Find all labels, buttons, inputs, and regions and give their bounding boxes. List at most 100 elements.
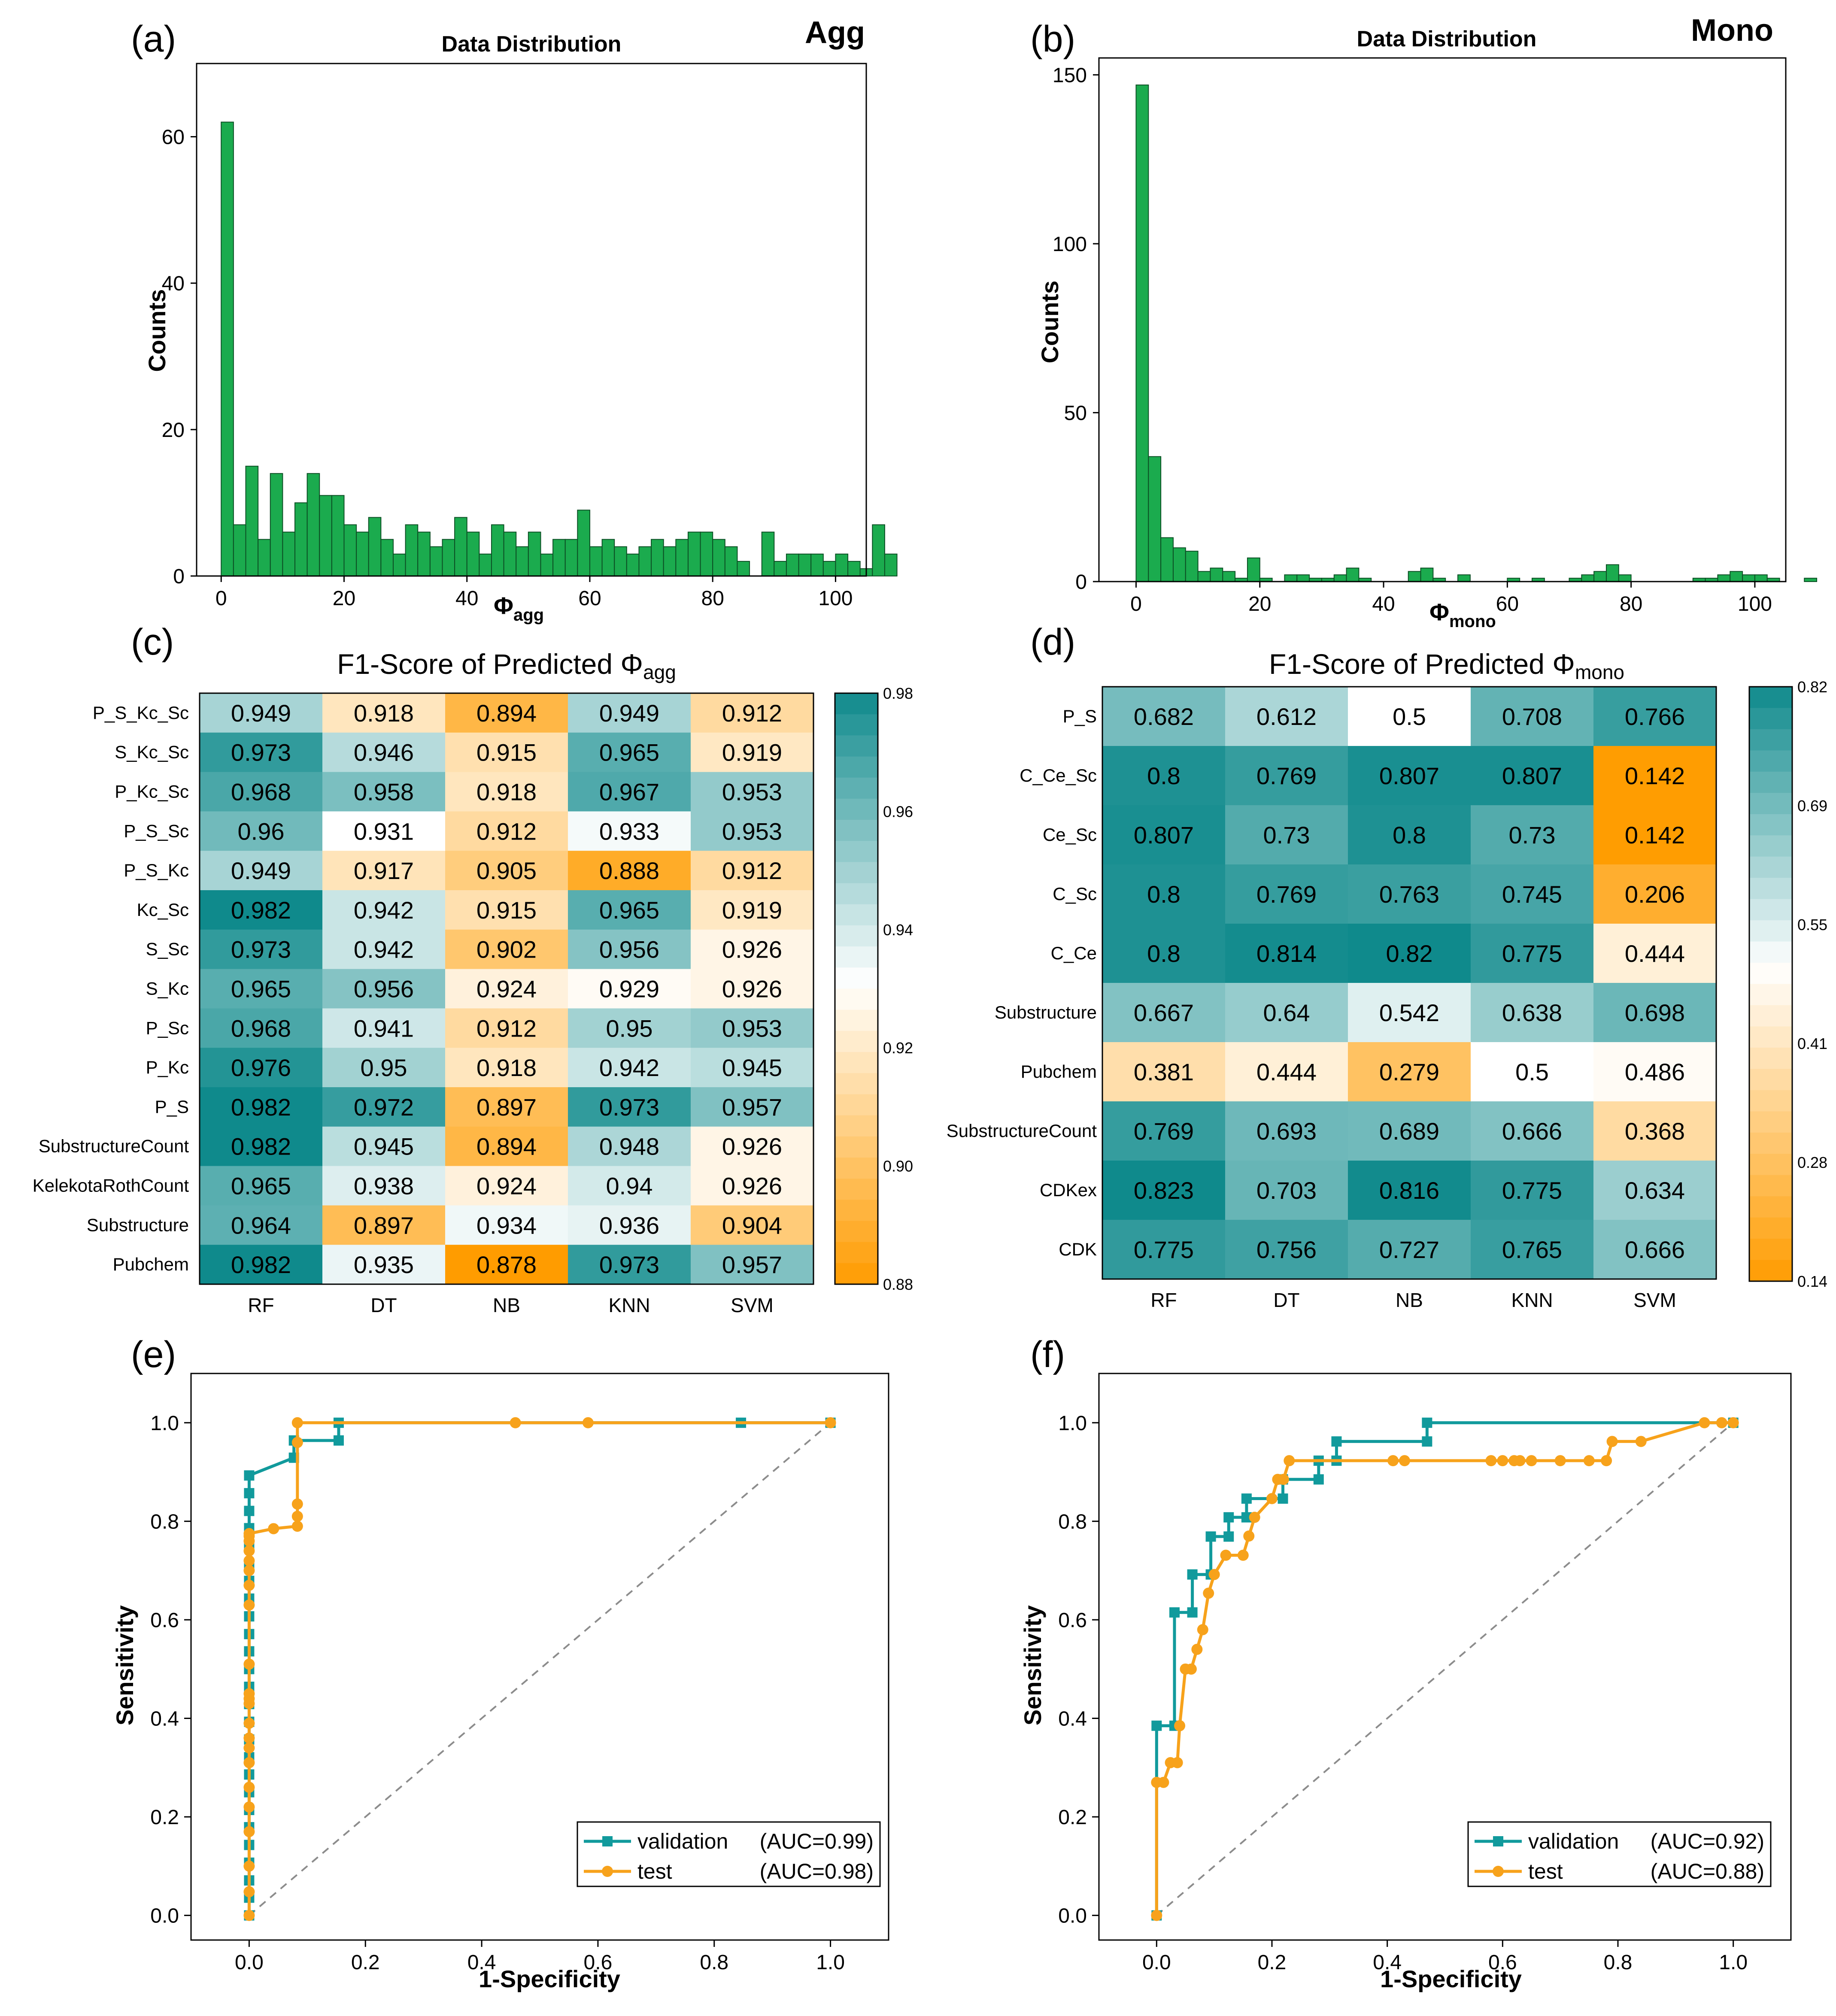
test-point bbox=[1174, 1720, 1186, 1731]
colorbar-step bbox=[835, 988, 878, 1010]
histogram-bar bbox=[221, 121, 234, 576]
row-label: P_S_Kc_Sc bbox=[93, 703, 189, 723]
colorbar-step bbox=[835, 1052, 878, 1073]
heatmap-cell bbox=[1225, 687, 1348, 746]
test-point bbox=[1208, 1569, 1220, 1580]
test-point bbox=[1284, 1455, 1295, 1467]
y-tick-label: 0.8 bbox=[150, 1510, 179, 1533]
test-point bbox=[243, 1579, 255, 1591]
heatmap-cell bbox=[1471, 924, 1594, 983]
histogram-bar bbox=[552, 539, 566, 576]
heatmap-cell bbox=[1102, 746, 1226, 806]
cell-value: 0.775 bbox=[1134, 1236, 1194, 1263]
row-label: P_S bbox=[155, 1097, 189, 1117]
cell-value: 0.945 bbox=[722, 1054, 782, 1081]
heatmap-cell bbox=[322, 1126, 446, 1167]
histogram-bar bbox=[1618, 574, 1632, 582]
histogram-bar bbox=[1730, 571, 1743, 582]
test-point bbox=[1485, 1455, 1497, 1467]
histogram-bar bbox=[1605, 564, 1619, 582]
panel-a-bars bbox=[221, 121, 898, 577]
heatmap-cell bbox=[445, 1205, 568, 1245]
colorbar-step bbox=[835, 1263, 878, 1285]
cell-value: 0.206 bbox=[1625, 881, 1685, 908]
panel-c-title-sub: agg bbox=[643, 661, 676, 683]
panel-f-ylabel: Sensitivity bbox=[1019, 1605, 1046, 1725]
cell-value: 0.5 bbox=[1515, 1058, 1549, 1085]
histogram-bar bbox=[491, 524, 504, 576]
test-point bbox=[1151, 1910, 1162, 1921]
validation-point bbox=[1187, 1569, 1198, 1580]
panel-e-legend: validation (AUC=0.99) test (AUC=0.98) bbox=[577, 1821, 881, 1887]
heatmap-cell bbox=[322, 732, 446, 773]
cell-value: 0.982 bbox=[231, 1133, 291, 1160]
heatmap-cell bbox=[1348, 687, 1471, 746]
cell-value: 0.933 bbox=[599, 818, 659, 845]
heatmap-cell bbox=[1471, 1101, 1594, 1161]
heatmap-cell bbox=[1348, 1220, 1471, 1279]
colorbar-step bbox=[1749, 878, 1792, 900]
heatmap-frame bbox=[199, 692, 814, 1285]
colorbar-step bbox=[1749, 771, 1792, 793]
histogram-bar bbox=[258, 539, 271, 576]
histogram-bar bbox=[479, 553, 492, 577]
heatmap-cell bbox=[445, 929, 568, 970]
cell-value: 0.912 bbox=[722, 700, 782, 727]
heatmap-cell bbox=[200, 890, 323, 930]
test-point bbox=[243, 1688, 255, 1700]
panel-a-ylabel: Counts bbox=[143, 289, 170, 372]
colorbar-step bbox=[1749, 1154, 1792, 1176]
heatmap-cell bbox=[200, 1166, 323, 1206]
y-tick-label: 40 bbox=[162, 273, 185, 295]
heatmap-cell bbox=[1102, 864, 1226, 924]
colorbar-step bbox=[1749, 1005, 1792, 1027]
colorbar-step bbox=[1749, 1090, 1792, 1112]
cell-value: 0.949 bbox=[231, 857, 291, 884]
legend-label: test bbox=[637, 1859, 672, 1883]
colorbar-tick: 0.28 bbox=[1797, 1154, 1827, 1171]
cell-value: 0.766 bbox=[1625, 703, 1685, 730]
histogram-bar bbox=[626, 553, 640, 577]
histogram-bar bbox=[1581, 574, 1595, 582]
heatmap-cell bbox=[691, 1205, 814, 1245]
heatmap-cell bbox=[200, 1048, 323, 1088]
heatmap-cell bbox=[1102, 805, 1226, 865]
heatmap-cell bbox=[1471, 687, 1594, 746]
colorbar-step bbox=[1749, 899, 1792, 921]
cell-value: 0.915 bbox=[476, 739, 537, 766]
cell-value: 0.918 bbox=[476, 779, 537, 806]
row-label: S_Kc bbox=[146, 979, 189, 999]
heatmap-cell bbox=[200, 851, 323, 891]
histogram-bar bbox=[245, 466, 259, 576]
colorbar-step bbox=[835, 798, 878, 820]
cell-value: 0.957 bbox=[722, 1251, 782, 1278]
colorbar-tick: 0.14 bbox=[1797, 1273, 1827, 1290]
colorbar-step bbox=[1749, 963, 1792, 985]
colorbar-step bbox=[835, 777, 878, 799]
validation-point bbox=[1422, 1417, 1432, 1428]
test-point bbox=[1606, 1436, 1618, 1447]
histogram-bar bbox=[577, 509, 590, 576]
colorbar-step bbox=[835, 862, 878, 884]
cell-value: 0.64 bbox=[1263, 999, 1310, 1026]
legend-marker bbox=[1493, 1836, 1503, 1846]
diagonal-reference-line bbox=[1156, 1422, 1734, 1916]
colorbar-tick: 0.98 bbox=[883, 685, 913, 702]
test-point bbox=[243, 1555, 255, 1567]
cell-value: 0.941 bbox=[354, 1015, 414, 1042]
colorbar-step bbox=[835, 1157, 878, 1179]
test-point bbox=[243, 1732, 255, 1744]
cell-value: 0.934 bbox=[476, 1212, 537, 1239]
x-tick-label: 1.0 bbox=[1719, 1951, 1748, 1974]
heatmap-cell bbox=[691, 1087, 814, 1127]
cell-value: 0.942 bbox=[354, 897, 414, 924]
histogram-bar bbox=[1172, 547, 1186, 582]
x-tick-label: 0.6 bbox=[584, 1951, 613, 1974]
heatmap-cell bbox=[1225, 1101, 1348, 1161]
colorbar-step bbox=[835, 735, 878, 757]
legend-marker bbox=[602, 1836, 613, 1846]
cell-value: 0.807 bbox=[1379, 762, 1439, 789]
colorbar-tick: 0.96 bbox=[883, 803, 913, 820]
histogram-bar bbox=[638, 546, 652, 577]
cell-value: 0.73 bbox=[1263, 822, 1310, 849]
